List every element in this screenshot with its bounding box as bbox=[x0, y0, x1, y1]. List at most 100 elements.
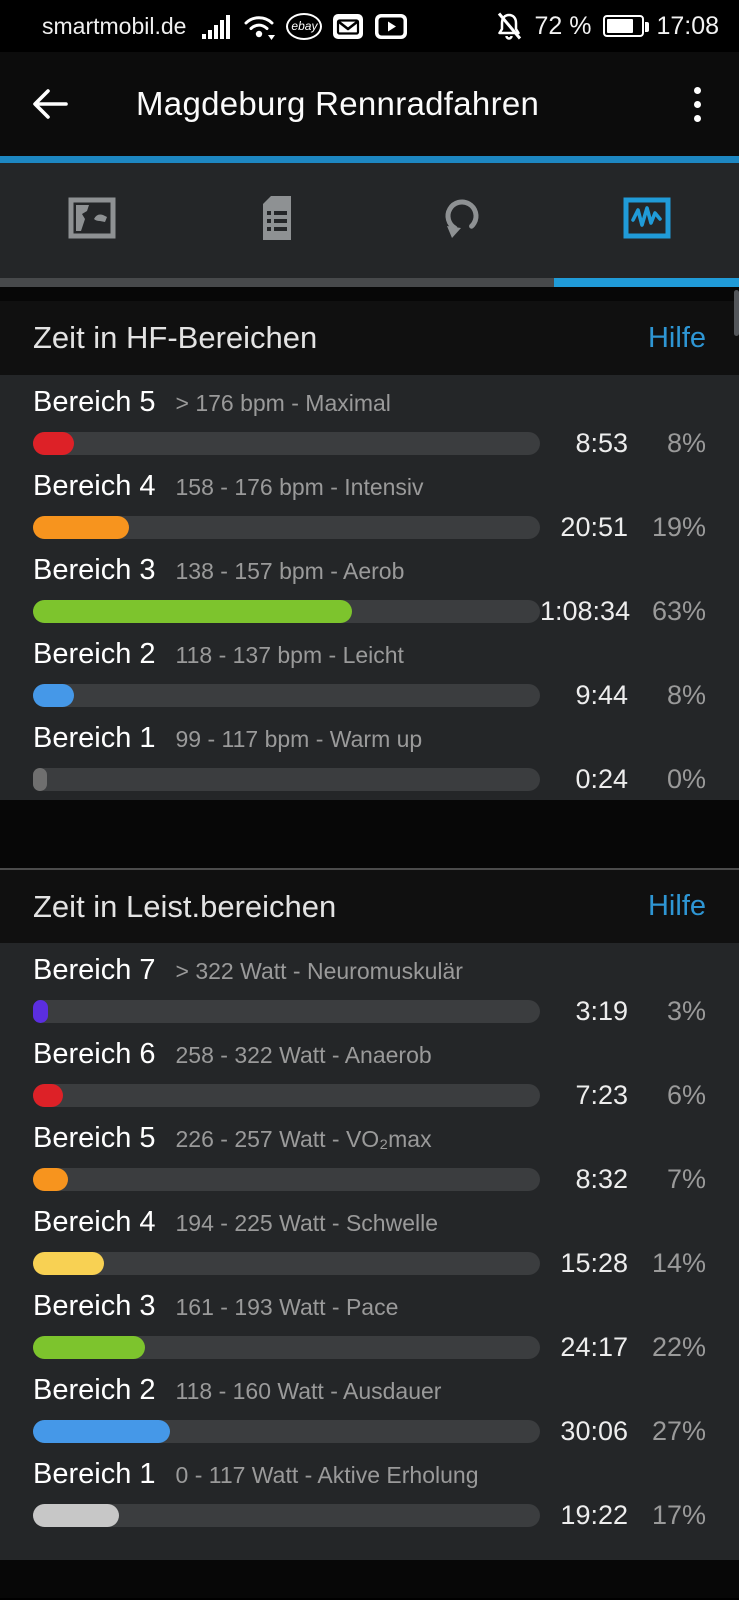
zone-label: Bereich 4 bbox=[33, 1206, 156, 1238]
zone-percent: 7% bbox=[666, 1164, 706, 1194]
zone-label: Bereich 1 bbox=[33, 1458, 156, 1490]
zone-bar-track bbox=[33, 1252, 540, 1275]
zone-range: 138 - 157 bpm - Aerob bbox=[175, 558, 405, 584]
clock-label: 17:08 bbox=[656, 11, 719, 40]
zone-row: Bereich 1 99 - 117 bpm - Warm up 0:24 0% bbox=[0, 711, 739, 795]
zone-range: 258 - 322 Watt - Anaerob bbox=[175, 1042, 432, 1068]
zone-percent: 27% bbox=[651, 1416, 706, 1446]
zone-time: 0:24 bbox=[575, 764, 628, 794]
content-gap bbox=[0, 287, 739, 301]
zone-label: Bereich 5 bbox=[33, 1122, 156, 1154]
zone-percent: 6% bbox=[666, 1080, 706, 1110]
zone-label: Bereich 3 bbox=[33, 554, 156, 586]
zone-bar-track bbox=[33, 1420, 540, 1443]
zone-time: 9:44 bbox=[575, 680, 628, 710]
charts-waveform-icon bbox=[623, 197, 671, 244]
zone-range: 118 - 160 Watt - Ausdauer bbox=[175, 1378, 442, 1404]
media-map-icon bbox=[68, 197, 116, 244]
overflow-menu-button[interactable] bbox=[686, 81, 709, 128]
tab-laps[interactable] bbox=[370, 163, 555, 278]
zone-time: 24:17 bbox=[560, 1332, 628, 1362]
zone-label: Bereich 2 bbox=[33, 1374, 156, 1406]
zone-range: 226 - 257 Watt - VO₂max bbox=[175, 1126, 432, 1152]
laps-loop-icon bbox=[438, 196, 486, 245]
zone-label: Bereich 7 bbox=[33, 954, 156, 986]
zone-time: 1:08:34 bbox=[540, 596, 631, 626]
page-title: Magdeburg Rennradfahren bbox=[136, 85, 540, 122]
zone-row: Bereich 1 0 - 117 Watt - Aktive Erholung… bbox=[0, 1447, 739, 1531]
header-accent-divider bbox=[0, 156, 739, 163]
zone-time: 3:19 bbox=[575, 996, 628, 1026]
zone-bar-track bbox=[33, 1000, 540, 1023]
zone-time: 7:23 bbox=[575, 1080, 628, 1110]
zone-row: Bereich 7 > 322 Watt - Neuromuskulär 3:1… bbox=[0, 943, 739, 1027]
signal-strength-icon bbox=[202, 13, 232, 39]
zone-range: 118 - 137 bpm - Leicht bbox=[175, 642, 404, 668]
zone-range: 158 - 176 bpm - Intensiv bbox=[175, 474, 424, 500]
section-title: Zeit in HF-Bereichen bbox=[33, 320, 318, 355]
zone-time: 30:06 bbox=[560, 1416, 628, 1446]
zone-time: 20:51 bbox=[560, 512, 628, 542]
zone-row: Bereich 2 118 - 137 bpm - Leicht 9:44 8% bbox=[0, 627, 739, 711]
zone-row: Bereich 4 194 - 225 Watt - Schwelle 15:2… bbox=[0, 1195, 739, 1279]
zone-bar-fill bbox=[33, 768, 47, 791]
section-gap bbox=[0, 800, 739, 870]
zone-time: 19:22 bbox=[560, 1500, 628, 1530]
zone-label: Bereich 1 bbox=[33, 722, 156, 754]
zone-bar-track bbox=[33, 1168, 540, 1191]
zone-bar-fill bbox=[33, 1504, 120, 1527]
zone-row: Bereich 2 118 - 160 Watt - Ausdauer 30:0… bbox=[0, 1363, 739, 1447]
zone-row: Bereich 3 138 - 157 bpm - Aerob 1:08:34 … bbox=[0, 543, 739, 627]
zone-label: Bereich 4 bbox=[33, 470, 156, 502]
zone-bar-fill bbox=[33, 1336, 145, 1359]
zone-percent: 3% bbox=[666, 996, 706, 1026]
zone-bar-fill bbox=[33, 1000, 49, 1023]
zone-time: 8:53 bbox=[575, 428, 628, 458]
zone-label: Bereich 6 bbox=[33, 1038, 156, 1070]
zone-percent: 19% bbox=[651, 512, 706, 542]
zone-label: Bereich 3 bbox=[33, 1290, 156, 1322]
zone-bar-fill bbox=[33, 1168, 69, 1191]
zone-range: 194 - 225 Watt - Schwelle bbox=[175, 1210, 439, 1236]
zone-bar-track bbox=[33, 516, 540, 539]
zone-range: 0 - 117 Watt - Aktive Erholung bbox=[175, 1462, 479, 1488]
zone-bar-track bbox=[33, 600, 540, 623]
section-header-hf: Zeit in HF-Bereichen Hilfe bbox=[0, 301, 739, 375]
zone-percent: 63% bbox=[651, 596, 706, 626]
tab-charts[interactable] bbox=[554, 163, 739, 278]
tab-indicator-track bbox=[0, 278, 739, 287]
hf-zone-list: Bereich 5 > 176 bpm - Maximal 8:53 8% Be… bbox=[0, 375, 739, 800]
zone-row: Bereich 3 161 - 193 Watt - Pace 24:17 22… bbox=[0, 1279, 739, 1363]
zone-percent: 22% bbox=[651, 1332, 706, 1362]
help-link[interactable]: Hilfe bbox=[647, 321, 706, 354]
zone-bar-fill bbox=[33, 432, 74, 455]
zone-row: Bereich 5 > 176 bpm - Maximal 8:53 8% bbox=[0, 375, 739, 459]
wifi-icon bbox=[242, 11, 276, 41]
zone-bar-track bbox=[33, 1336, 540, 1359]
zone-percent: 8% bbox=[666, 428, 706, 458]
tab-details[interactable] bbox=[185, 163, 370, 278]
zone-bar-fill bbox=[33, 684, 74, 707]
section-header-power: Zeit in Leist.bereichen Hilfe bbox=[0, 870, 739, 943]
zone-bar-track bbox=[33, 1084, 540, 1107]
zone-percent: 17% bbox=[651, 1500, 706, 1530]
zone-percent: 14% bbox=[651, 1248, 706, 1278]
scrollbar-thumb[interactable] bbox=[734, 290, 739, 336]
zone-row: Bereich 4 158 - 176 bpm - Intensiv 20:51… bbox=[0, 459, 739, 543]
ebay-kleinanzeigen-icon: ebay bbox=[286, 12, 323, 40]
zone-bar-fill bbox=[33, 1420, 170, 1443]
help-link[interactable]: Hilfe bbox=[647, 890, 706, 922]
back-arrow-icon bbox=[33, 89, 68, 119]
zone-row: Bereich 5 226 - 257 Watt - VO₂max 8:32 7… bbox=[0, 1111, 739, 1195]
tab-media[interactable] bbox=[0, 163, 185, 278]
bottom-gap bbox=[0, 1560, 739, 1598]
tab-bar bbox=[0, 163, 739, 278]
carrier-label: smartmobil.de bbox=[42, 12, 187, 39]
back-button[interactable] bbox=[30, 82, 74, 126]
mail-icon bbox=[332, 13, 364, 40]
notifications-off-icon bbox=[494, 10, 524, 42]
zone-bar-fill bbox=[33, 516, 130, 539]
zone-row: Bereich 6 258 - 322 Watt - Anaerob 7:23 … bbox=[0, 1027, 739, 1111]
zone-bar-fill bbox=[33, 1252, 104, 1275]
zone-bar-track bbox=[33, 768, 540, 791]
